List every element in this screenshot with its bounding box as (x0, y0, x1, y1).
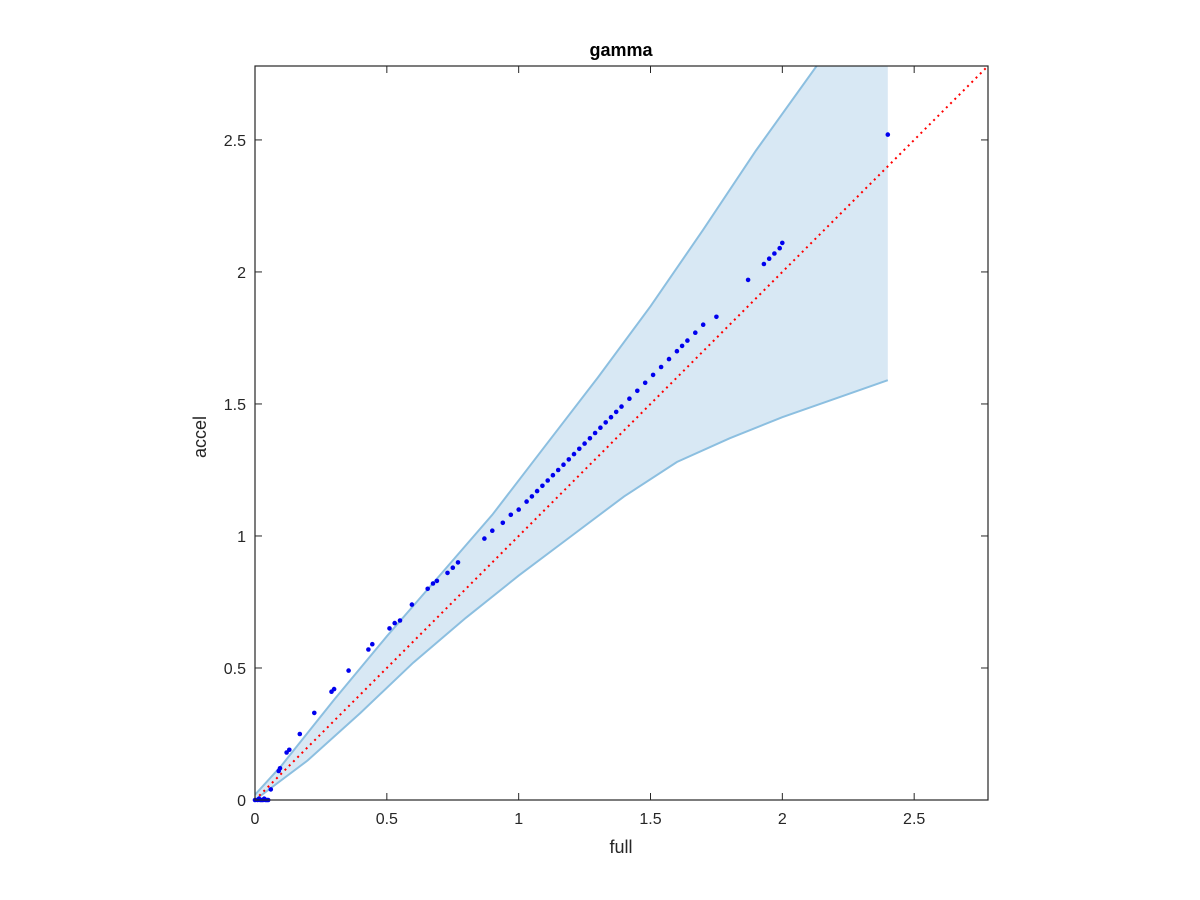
data-point (693, 330, 698, 336)
data-point (545, 478, 550, 483)
data-point (685, 338, 690, 343)
data-point (582, 441, 587, 446)
data-point (650, 372, 656, 378)
data-point (627, 396, 632, 402)
y-tick-label: 0.5 (224, 661, 246, 678)
data-point (674, 348, 680, 354)
data-point (761, 261, 767, 267)
data-point (387, 626, 392, 631)
x-tick-label: 0 (251, 811, 260, 828)
data-point (555, 467, 561, 473)
data-point (566, 457, 572, 462)
chart-title: gamma (589, 40, 653, 60)
data-point (619, 404, 624, 409)
data-point (346, 668, 351, 673)
data-point (598, 425, 603, 431)
x-tick-label: 1.5 (639, 811, 661, 828)
data-point (409, 602, 415, 607)
data-point (772, 251, 777, 256)
data-point (603, 420, 608, 425)
x-axis-label: full (609, 837, 632, 857)
data-point (679, 343, 685, 349)
data-point (745, 277, 751, 283)
data-point (268, 787, 274, 792)
data-point (490, 528, 495, 533)
band-lower-edge (254, 379, 889, 801)
data-point (482, 536, 487, 541)
data-point (550, 472, 556, 478)
data-point (777, 245, 782, 251)
data-point (312, 710, 317, 716)
data-point (885, 132, 891, 137)
x-tick-label: 0.5 (376, 811, 398, 828)
data-point (529, 494, 535, 499)
data-point (658, 364, 664, 370)
data-point (613, 409, 619, 415)
x-tick-label: 2.5 (903, 811, 925, 828)
y-tick-label: 0 (237, 793, 246, 810)
y-tick-label: 2 (237, 265, 246, 282)
y-tick-label: 1 (237, 529, 246, 546)
data-point (540, 483, 545, 489)
data-point (577, 446, 582, 452)
data-point (714, 314, 719, 320)
data-point (635, 388, 640, 394)
data-point (587, 436, 593, 441)
x-tick-label: 2 (778, 811, 787, 828)
data-point (392, 620, 398, 626)
data-point (297, 731, 303, 737)
data-point (561, 462, 566, 468)
data-point (642, 380, 648, 386)
data-point (445, 570, 450, 576)
band-upper-edge (255, 66, 818, 796)
reference-line (254, 65, 989, 801)
x-tick-label: 1 (514, 811, 523, 828)
y-tick-label: 2.5 (224, 133, 246, 150)
data-point (534, 488, 540, 494)
axes-box (254, 65, 989, 801)
data-point (434, 578, 440, 584)
data-point (366, 647, 371, 652)
y-tick-label: 1.5 (224, 397, 246, 414)
data-point (666, 356, 672, 362)
plot-area: 0 0.5 1 1.5 2 2.5 0 0.5 1 1.5 2 2.5 (224, 65, 989, 828)
y-axis-label: accel (190, 416, 210, 458)
confidence-band (255, 66, 888, 800)
data-point (370, 641, 375, 647)
data-point (331, 686, 337, 692)
data-point (571, 451, 577, 457)
data-point (780, 240, 785, 246)
data-point (516, 507, 521, 512)
data-point (455, 560, 461, 565)
data-point (524, 499, 529, 504)
data-point (508, 512, 514, 518)
data-point (700, 322, 706, 328)
data-point (500, 520, 506, 526)
data-point (450, 565, 456, 570)
data-point (397, 618, 403, 623)
data-point (592, 430, 598, 436)
data-point (766, 256, 772, 262)
data-point (608, 414, 614, 420)
data-point (425, 586, 431, 592)
data-point (287, 747, 292, 753)
data-point (430, 581, 436, 586)
data-point (277, 766, 283, 771)
